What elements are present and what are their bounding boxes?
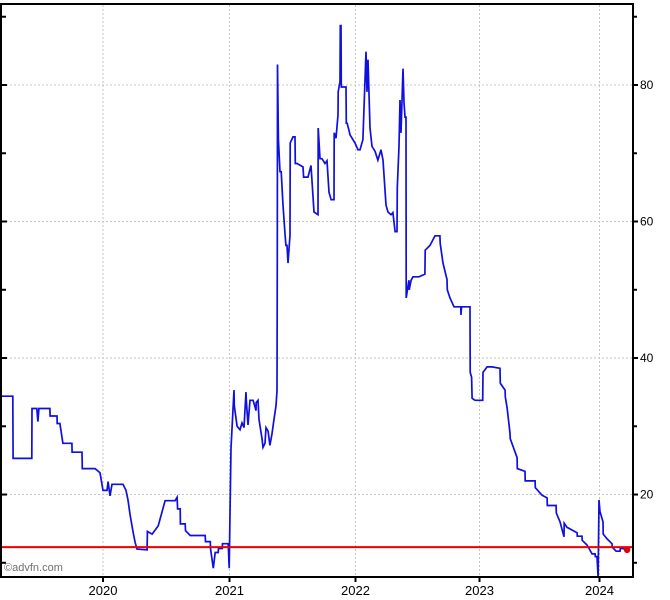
x-axis-label-2021: 2021 [215, 583, 244, 598]
price-series-line [0, 24, 629, 578]
y-axis-label-80: 80 [640, 78, 654, 92]
x-axis-label-2020: 2020 [89, 583, 118, 598]
x-axis-label-2022: 2022 [341, 583, 370, 598]
x-axis-label-2023: 2023 [465, 583, 494, 598]
x-axis-label-2024: 2024 [585, 583, 614, 598]
watermark: ©advfn.com [4, 562, 63, 574]
y-axis-label-40: 40 [640, 351, 654, 365]
y-axis-label-60: 60 [640, 215, 654, 229]
y-axis-label-20: 20 [640, 488, 654, 502]
last-price-marker [623, 546, 631, 554]
